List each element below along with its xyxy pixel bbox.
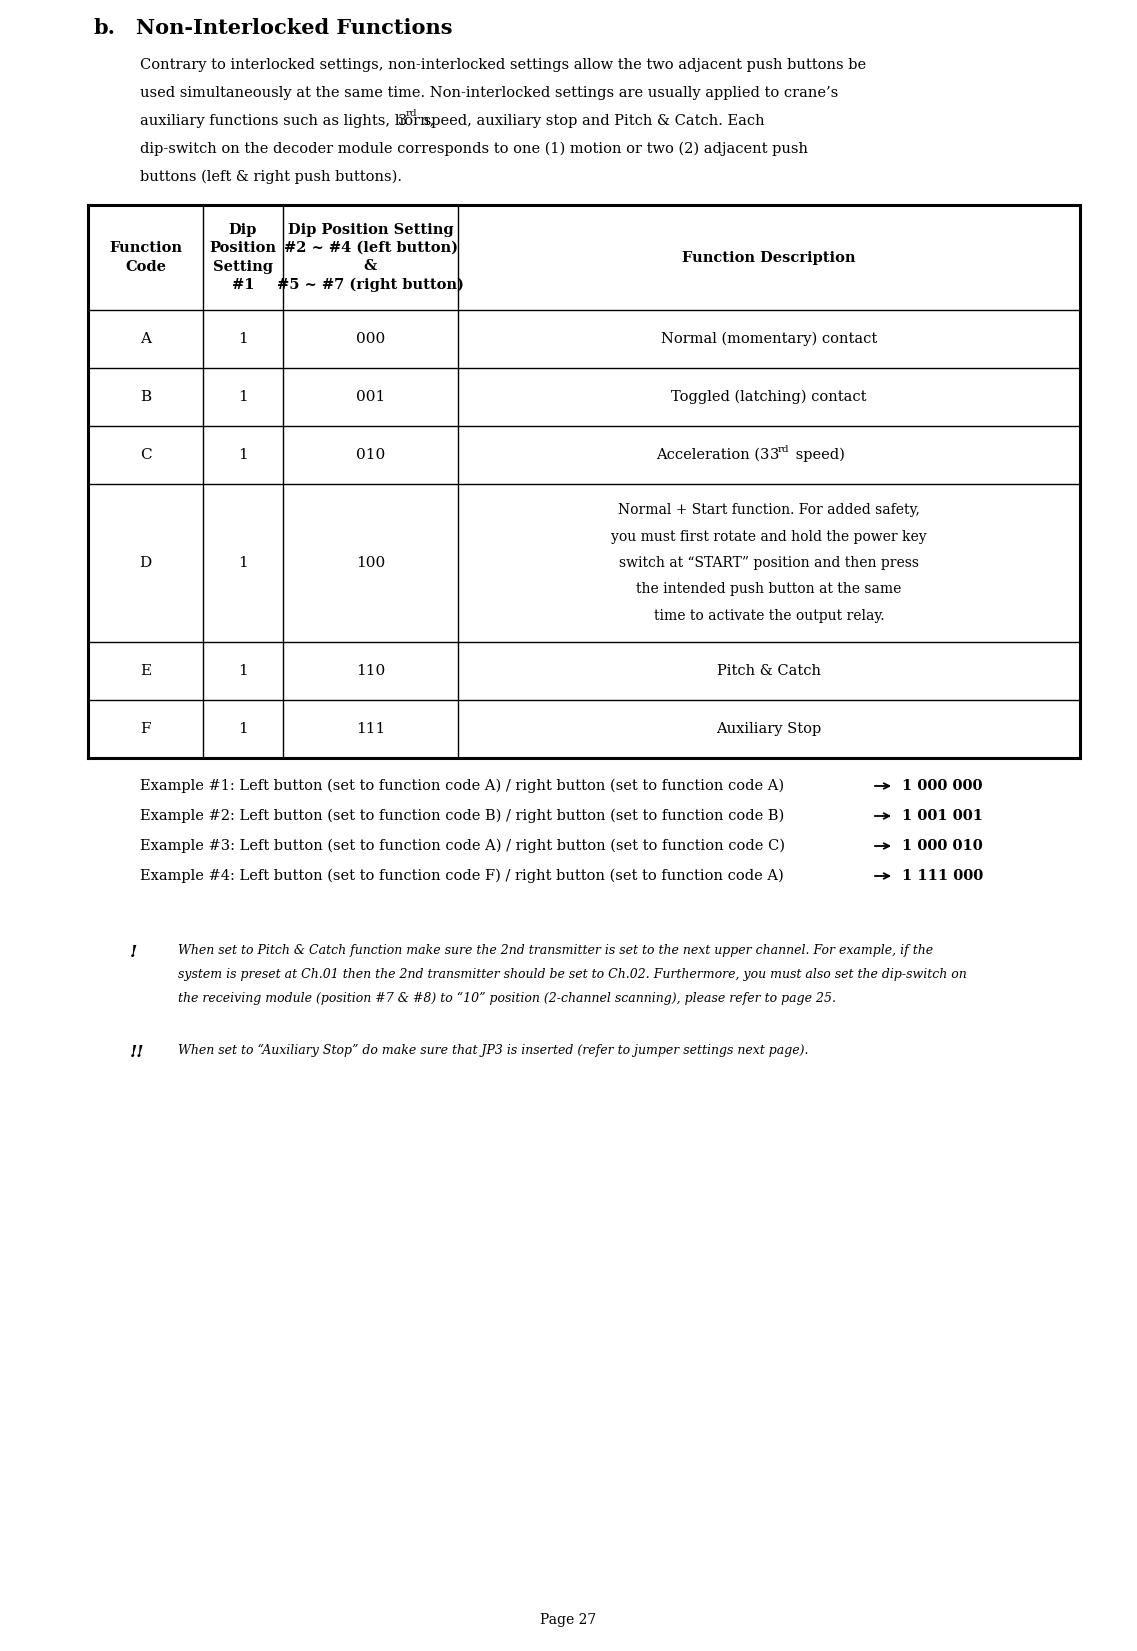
- Text: Non-Interlocked Functions: Non-Interlocked Functions: [136, 18, 453, 38]
- Text: 1: 1: [238, 721, 248, 736]
- Text: time to activate the output relay.: time to activate the output relay.: [654, 609, 885, 622]
- Text: 1: 1: [238, 447, 248, 462]
- Text: B: B: [140, 390, 151, 404]
- Text: the receiving module (position #7 & #8) to “10” position (2-channel scanning), p: the receiving module (position #7 & #8) …: [179, 992, 836, 1005]
- Text: D: D: [140, 556, 151, 570]
- Text: F: F: [140, 721, 151, 736]
- Text: Auxiliary Stop: Auxiliary Stop: [716, 721, 822, 736]
- Text: Example #3: Left button (set to function code A) / right button (set to function: Example #3: Left button (set to function…: [140, 839, 785, 854]
- Text: When set to “Auxiliary Stop” do make sure that JP3 is inserted (refer to jumper : When set to “Auxiliary Stop” do make sur…: [179, 1043, 808, 1057]
- Text: rd: rd: [778, 444, 789, 454]
- Text: Dip
Position
Setting
#1: Dip Position Setting #1: [209, 223, 276, 292]
- Text: 000: 000: [356, 332, 385, 347]
- Text: Toggled (latching) contact: Toggled (latching) contact: [671, 390, 866, 404]
- Text: 1 001 001: 1 001 001: [902, 809, 984, 822]
- Text: Normal + Start function. For added safety,: Normal + Start function. For added safet…: [619, 504, 920, 517]
- Text: 1 111 000: 1 111 000: [902, 868, 984, 883]
- Text: the intended push button at the same: the intended push button at the same: [637, 583, 902, 596]
- Text: 110: 110: [356, 664, 385, 679]
- Text: you must first rotate and hold the power key: you must first rotate and hold the power…: [612, 530, 927, 543]
- Text: C: C: [140, 447, 151, 462]
- Text: 1: 1: [238, 390, 248, 404]
- Text: E: E: [140, 664, 151, 679]
- Text: Contrary to interlocked settings, non-interlocked settings allow the two adjacen: Contrary to interlocked settings, non-in…: [140, 58, 866, 73]
- Text: Example #4: Left button (set to function code F) / right button (set to function: Example #4: Left button (set to function…: [140, 868, 783, 883]
- Text: used simultaneously at the same time. Non-interlocked settings are usually appli: used simultaneously at the same time. No…: [140, 86, 838, 101]
- Text: 1 000 000: 1 000 000: [902, 779, 982, 792]
- Text: switch at “START” position and then press: switch at “START” position and then pres…: [619, 556, 919, 570]
- Text: Acceleration (3: Acceleration (3: [656, 447, 769, 462]
- Text: Function
Code: Function Code: [109, 241, 182, 274]
- Text: 1: 1: [238, 332, 248, 347]
- Text: rd: rd: [406, 109, 417, 117]
- Text: b.: b.: [93, 18, 115, 38]
- Text: Example #1: Left button (set to function code A) / right button (set to function: Example #1: Left button (set to function…: [140, 779, 785, 792]
- Text: Page 27: Page 27: [540, 1613, 597, 1626]
- Text: 1 000 010: 1 000 010: [902, 839, 982, 854]
- Text: 3: 3: [770, 447, 779, 462]
- Text: dip-switch on the decoder module corresponds to one (1) motion or two (2) adjace: dip-switch on the decoder module corresp…: [140, 142, 808, 157]
- Text: Normal (momentary) contact: Normal (momentary) contact: [661, 332, 877, 347]
- Text: 1: 1: [238, 664, 248, 679]
- Text: 010: 010: [356, 447, 385, 462]
- Text: Pitch & Catch: Pitch & Catch: [717, 664, 821, 679]
- Text: !!: !!: [130, 1043, 144, 1062]
- Text: When set to Pitch & Catch function make sure the 2nd transmitter is set to the n: When set to Pitch & Catch function make …: [179, 944, 933, 958]
- Text: 3: 3: [398, 114, 408, 129]
- Text: auxiliary functions such as lights, horn,: auxiliary functions such as lights, horn…: [140, 114, 439, 129]
- Text: speed, auxiliary stop and Pitch & Catch. Each: speed, auxiliary stop and Pitch & Catch.…: [418, 114, 764, 129]
- Text: Function Description: Function Description: [682, 251, 856, 264]
- Text: A: A: [140, 332, 151, 347]
- Text: speed): speed): [791, 447, 845, 462]
- Text: Example #2: Left button (set to function code B) / right button (set to function: Example #2: Left button (set to function…: [140, 809, 785, 824]
- Text: 1: 1: [238, 556, 248, 570]
- Text: 100: 100: [356, 556, 385, 570]
- Text: Dip Position Setting
#2 ~ #4 (left button)
&
#5 ~ #7 (right button): Dip Position Setting #2 ~ #4 (left butto…: [277, 223, 464, 292]
- Text: system is preset at Ch.01 then the 2nd transmitter should be set to Ch.02. Furth: system is preset at Ch.01 then the 2nd t…: [179, 967, 966, 981]
- Text: 111: 111: [356, 721, 385, 736]
- Text: !: !: [130, 944, 138, 961]
- Text: buttons (left & right push buttons).: buttons (left & right push buttons).: [140, 170, 402, 185]
- Text: 001: 001: [356, 390, 385, 404]
